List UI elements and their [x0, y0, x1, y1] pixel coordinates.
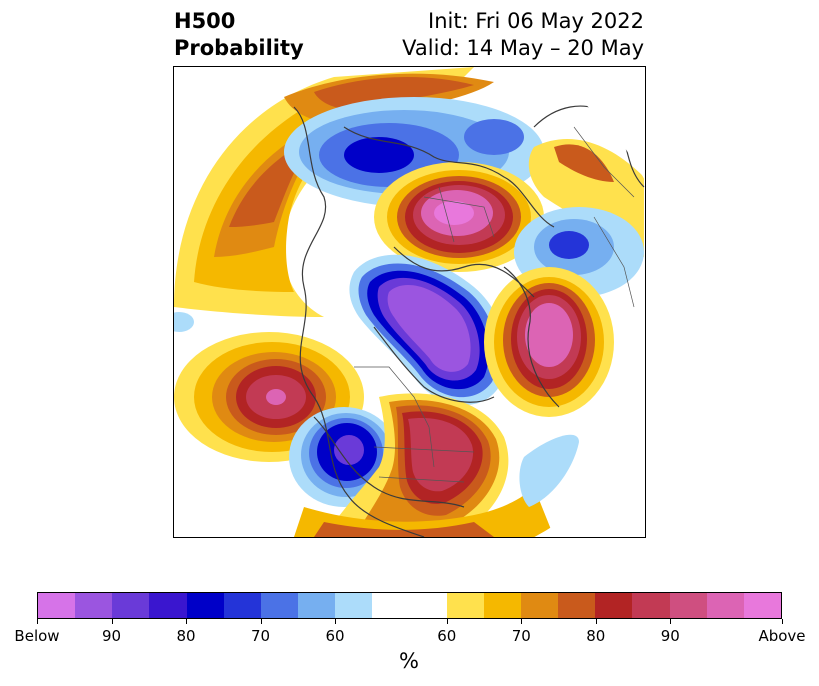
- anomaly-above-europe-core: [434, 201, 474, 225]
- colorbar-tick-mark: [670, 619, 672, 624]
- colorbar-segment: [149, 593, 187, 618]
- anomaly-below-atlantic-south: [519, 434, 579, 507]
- colorbar-segment: [112, 593, 150, 618]
- colorbar-tick-mark: [782, 619, 783, 624]
- colorbar-tick-label: 90: [101, 627, 122, 645]
- coastlines: [293, 105, 645, 537]
- init-date-label: Init: Fri 06 May 2022: [428, 9, 644, 33]
- colorbar-segment: [38, 593, 76, 618]
- colorbar-segment: [669, 593, 707, 618]
- anomaly-above-pacific-core: [266, 389, 286, 405]
- anomaly-above-south-band-core: [314, 522, 494, 537]
- anomaly-below-west-edge: [174, 312, 194, 332]
- anomaly-above-east-asia-core: [554, 144, 614, 182]
- map-svg: [174, 67, 645, 537]
- title-field-name: H500: [174, 9, 236, 33]
- title-field-type: Probability: [174, 36, 304, 60]
- anomaly-below-arctic-east: [464, 119, 524, 155]
- colorbar-tick-label: 60: [325, 627, 345, 645]
- colorbar-segment: [521, 593, 559, 618]
- colorbar-tick-label: 80: [176, 627, 196, 645]
- colorbar-tick-mark: [446, 619, 448, 624]
- chart-title-left: H500 Probability: [174, 8, 304, 62]
- colorbar-segment: [260, 593, 299, 618]
- colorbar-tick-label: 70: [511, 627, 531, 645]
- anomaly-above-eastus-core: [408, 418, 474, 492]
- colorbar-segment: [595, 593, 633, 618]
- anomaly-below-greenland-core: [387, 285, 471, 372]
- colorbar-tick-label: 60: [437, 627, 457, 645]
- colorbar-tick-label: 90: [660, 627, 680, 645]
- colorbar-segment: [706, 593, 744, 618]
- colorbar-segment: [483, 593, 522, 618]
- colorbar-tick-mark: [521, 619, 523, 624]
- colorbar-segment: [298, 593, 336, 618]
- colorbar-tick-label: 80: [586, 627, 606, 645]
- chart-title-right: Init: Fri 06 May 2022 Valid: 14 May – 20…: [402, 8, 644, 62]
- colorbar-tick-label: Below: [14, 627, 60, 645]
- colorbar-tick-mark: [111, 619, 113, 624]
- anomaly-below-east-core: [549, 231, 589, 259]
- colorbar-segment: [558, 593, 596, 618]
- colorbar-tick-mark: [186, 619, 187, 624]
- probability-map: [173, 66, 646, 538]
- colorbar-tick-mark: [260, 619, 262, 624]
- colorbar: [37, 592, 782, 619]
- colorbar-segment: [446, 593, 484, 618]
- colorbar-tick-label: 70: [250, 627, 271, 645]
- anomaly-above-atlantic-core: [525, 303, 573, 367]
- colorbar-segment: [75, 593, 113, 618]
- colorbar-segment: [223, 593, 261, 618]
- colorbar-tick-label: Above: [758, 627, 806, 645]
- valid-range-label: Valid: 14 May – 20 May: [402, 36, 644, 60]
- colorbar-segment: [632, 593, 670, 618]
- borders: [354, 126, 635, 483]
- colorbar-tick-mark: [37, 619, 38, 624]
- colorbar-segment: [335, 593, 373, 618]
- colorbar-segment: [743, 593, 782, 618]
- colorbar-segment: [186, 593, 224, 618]
- anomaly-below-westus-core: [334, 435, 364, 465]
- anomaly-above-north-strip-core: [314, 76, 474, 109]
- colorbar-segment: [372, 593, 447, 618]
- anomaly-above-south-band: [294, 487, 554, 537]
- colorbar-units: %: [399, 649, 419, 673]
- colorbar-tick-mark: [335, 619, 336, 624]
- colorbar-tick-mark: [595, 619, 597, 624]
- anomaly-below-arctic-core: [344, 137, 414, 173]
